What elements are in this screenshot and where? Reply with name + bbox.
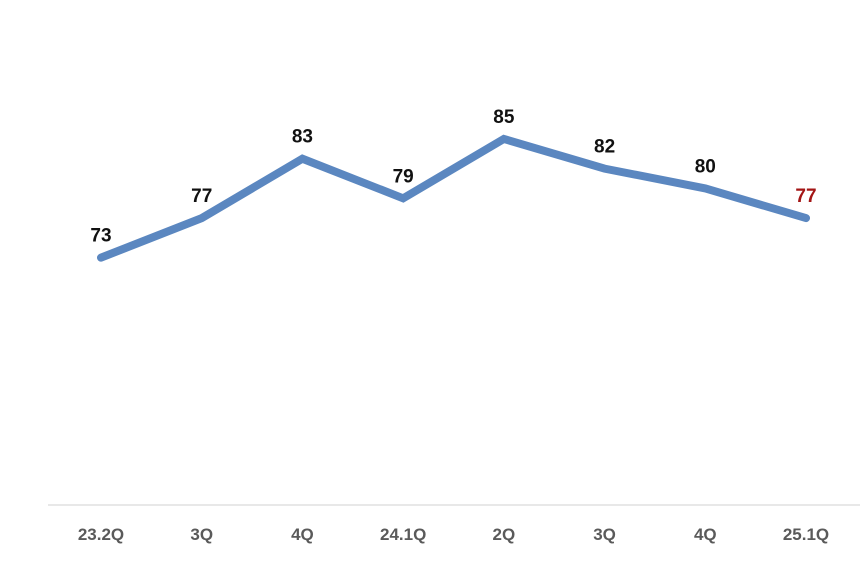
data-label: 85 — [493, 107, 515, 128]
x-tick-label: 4Q — [291, 525, 314, 544]
x-tick-label: 2Q — [493, 525, 516, 544]
x-tick-label: 24.1Q — [380, 525, 426, 544]
x-tick-label: 23.2Q — [78, 525, 124, 544]
x-tick-label: 3Q — [593, 525, 616, 544]
data-label: 82 — [594, 137, 615, 158]
x-tick-label: 3Q — [190, 525, 213, 544]
data-labels: 73 77 83 79 85 82 80 77 — [90, 107, 816, 247]
x-axis-ticks: 23.2Q 3Q 4Q 24.1Q 2Q 3Q 4Q 25.1Q — [78, 525, 829, 544]
data-label: 77 — [795, 186, 816, 207]
data-label: 73 — [90, 226, 111, 247]
data-label: 77 — [191, 186, 212, 207]
data-label: 80 — [695, 156, 716, 177]
data-label: 83 — [292, 127, 313, 148]
x-tick-label: 4Q — [694, 525, 717, 544]
data-label: 79 — [393, 166, 414, 187]
x-tick-label: 25.1Q — [783, 525, 829, 544]
series-line — [97, 134, 810, 262]
